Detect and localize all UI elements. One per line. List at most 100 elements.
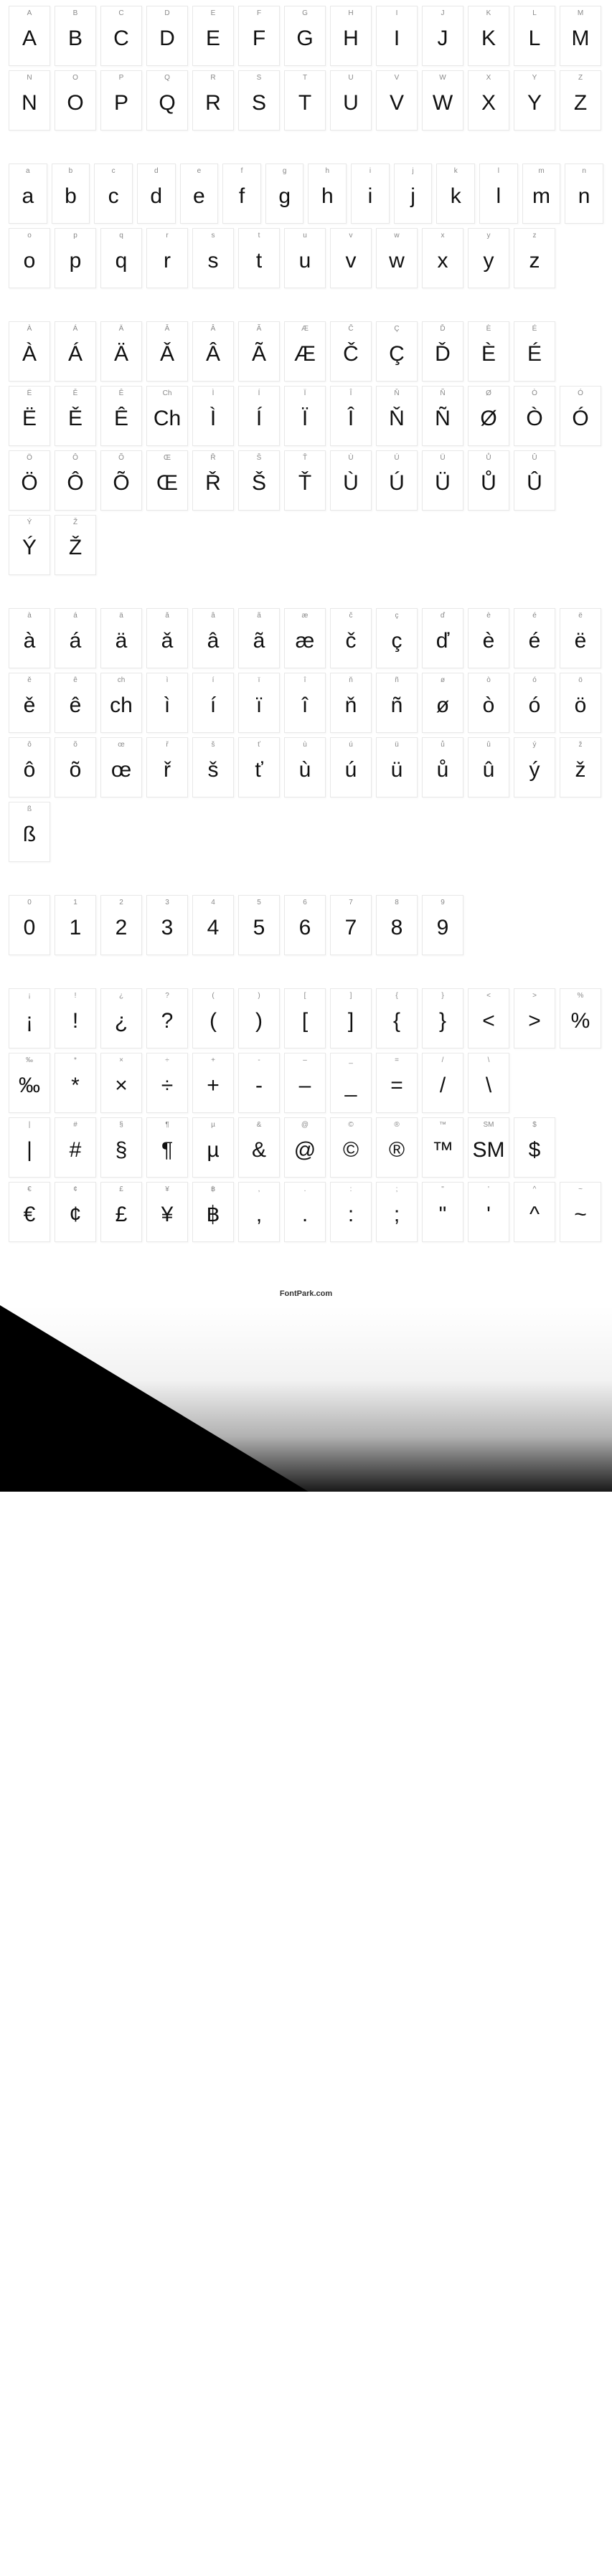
glyph-cell-label: ‰ <box>9 1056 50 1064</box>
glyph-cell: ÃÃ <box>238 321 280 382</box>
glyph-cell: HH <box>330 6 372 66</box>
glyph-cell: tt <box>238 228 280 288</box>
glyph-cell: }} <box>422 988 463 1048</box>
glyph-cell-label: ù <box>285 741 325 749</box>
glyph-cell: __ <box>330 1053 372 1113</box>
glyph-cell-label: Ä <box>101 325 141 333</box>
glyph-cell-label: / <box>423 1056 463 1064</box>
glyph-cell: AA <box>9 6 50 66</box>
glyph-cell: LL <box>514 6 555 66</box>
glyph-cell-label: 2 <box>101 899 141 906</box>
glyph-cell-glyph: N <box>9 93 50 114</box>
glyph-cell-glyph: š <box>193 759 233 781</box>
glyph-cell-label: c <box>95 167 132 175</box>
glyph-cell-label: Ď <box>423 325 463 333</box>
glyph-cell: öö <box>560 673 601 733</box>
glyph-cell-label: È <box>469 325 509 333</box>
glyph-cell-glyph: g <box>266 186 303 207</box>
glyph-cell: šš <box>192 737 234 797</box>
glyph-cell: -- <box>238 1053 280 1113</box>
glyph-cell: ©© <box>330 1117 372 1178</box>
glyph-cell-glyph: ø <box>423 695 463 716</box>
glyph-cell-label: a <box>9 167 47 175</box>
glyph-cell-label: à <box>9 612 50 620</box>
glyph-cell-glyph: ï <box>239 695 279 716</box>
glyph-cell-label: É <box>514 325 555 333</box>
glyph-cell: xx <box>422 228 463 288</box>
glyph-cell: FF <box>238 6 280 66</box>
glyph-cell: ůů <box>422 737 463 797</box>
glyph-row: ÝÝŽŽ <box>9 515 603 575</box>
glyph-cell: %% <box>560 988 601 1048</box>
glyph-cell-glyph: ] <box>331 1010 371 1032</box>
glyph-cell-label: | <box>9 1121 50 1129</box>
glyph-cell-glyph: á <box>55 630 95 652</box>
glyph-cell-label: Ý <box>9 518 50 526</box>
glyph-cell-glyph: é <box>514 630 555 652</box>
glyph-cell: GG <box>284 6 326 66</box>
glyph-cell-glyph: X <box>469 93 509 114</box>
glyph-cell: uu <box>284 228 326 288</box>
glyph-cell: ËË <box>9 386 50 446</box>
glyph-row: ěěêêchchììííïïîîňňññøøòòóóöö <box>9 673 603 733</box>
glyph-cell: øø <box>422 673 463 733</box>
glyph-cell: ## <box>55 1117 96 1178</box>
glyph-cell-glyph: ã <box>239 630 279 652</box>
glyph-cell-glyph: % <box>560 1010 601 1032</box>
glyph-cell: ÂÂ <box>192 321 234 382</box>
glyph-cell: ££ <box>100 1182 142 1242</box>
glyph-cell-label: ' <box>469 1185 509 1193</box>
glyph-cell: ÉÉ <box>514 321 555 382</box>
glyph-cell-glyph: û <box>469 759 509 781</box>
glyph-cell-glyph: § <box>101 1140 141 1161</box>
glyph-cell-label: V <box>377 74 417 82</box>
glyph-cell-glyph: R <box>193 93 233 114</box>
glyph-cell-glyph: É <box>514 344 555 365</box>
glyph-cell-label: Ê <box>101 389 141 397</box>
glyph-cell-label: & <box>239 1121 279 1129</box>
glyph-cell-glyph: c <box>95 186 132 207</box>
glyph-cell-glyph: ť <box>239 759 279 781</box>
glyph-cell-label: Ť <box>285 454 325 462</box>
glyph-cell-label: J <box>423 9 463 17</box>
glyph-cell-label: r <box>147 232 187 240</box>
glyph-cell: \\ <box>468 1053 509 1113</box>
glyph-cell-label: n <box>565 167 603 175</box>
glyph-cell-label: > <box>514 992 555 1000</box>
glyph-cell-glyph: 8 <box>377 917 417 939</box>
glyph-cell-label: % <box>560 992 601 1000</box>
glyph-cell-label: e <box>181 167 218 175</box>
glyph-cell-glyph: i <box>352 186 389 207</box>
glyph-cell: SMSM <box>468 1117 509 1178</box>
glyph-cell-glyph: € <box>9 1204 50 1226</box>
glyph-cell-glyph: ü <box>377 759 417 781</box>
glyph-cell-label: Ã <box>239 325 279 333</box>
glyph-cell-label: ¡ <box>9 992 50 1000</box>
glyph-cell-glyph: [ <box>285 1010 325 1032</box>
glyph-cell-glyph: ñ <box>377 695 417 716</box>
glyph-cell-label: Ò <box>514 389 555 397</box>
glyph-cell-glyph: r <box>147 250 187 272</box>
glyph-cell-glyph: Ř <box>193 473 233 494</box>
glyph-cell: ňň <box>330 673 372 733</box>
glyph-cell: NN <box>9 70 50 131</box>
glyph-cell: ÛÛ <box>514 450 555 511</box>
glyph-cell: kk <box>436 164 475 224</box>
glyph-cell: 11 <box>55 895 96 955</box>
glyph-cell-glyph: | <box>9 1140 50 1161</box>
glyph-cell-glyph: ' <box>469 1204 509 1226</box>
glyph-cell-glyph: Š <box>239 473 279 494</box>
glyph-cell: îî <box>284 673 326 733</box>
glyph-cell: gg <box>265 164 304 224</box>
glyph-cell-label: Ë <box>9 389 50 397</box>
glyph-cell: ÑÑ <box>422 386 463 446</box>
glyph-cell-glyph: Ò <box>514 408 555 430</box>
glyph-cell-label: Ú <box>377 454 417 462</box>
glyph-cell-label: ř <box>147 741 187 749</box>
glyph-cell: ;; <box>376 1182 418 1242</box>
glyph-cell: –– <box>284 1053 326 1113</box>
glyph-cell-glyph: Ch <box>147 408 187 430</box>
glyph-cell-label: § <box>101 1121 141 1129</box>
glyph-cell-glyph: x <box>423 250 463 272</box>
glyph-row: ààááääǎǎââããææččççďďèèééëë <box>9 608 603 668</box>
